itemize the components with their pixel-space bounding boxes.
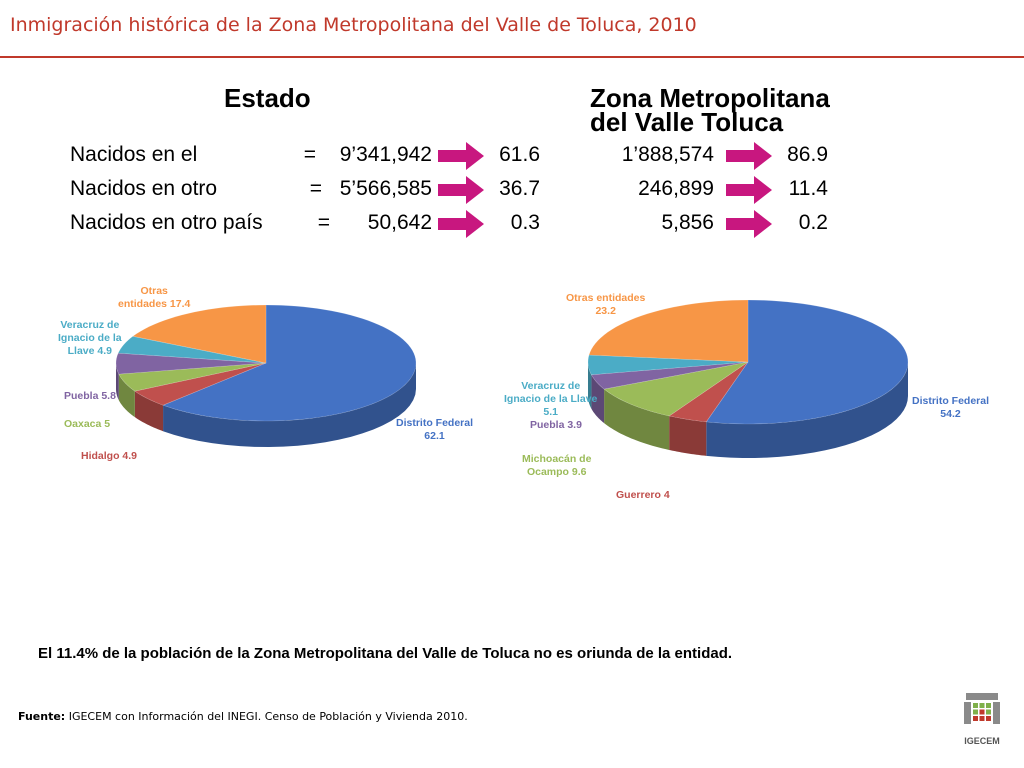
pie-slice-side — [134, 391, 164, 432]
source-label: Fuente: — [18, 710, 66, 723]
pie-label-line: 54.2 — [940, 408, 961, 420]
pie-label: Hidalgo 4.9 — [81, 450, 137, 463]
pie-chart-zona — [587, 299, 909, 458]
pie-slice-side — [116, 363, 119, 401]
pie-slice — [115, 352, 267, 375]
pie-label: Veracruz de Ignacio de la Llave 4.9 — [58, 319, 122, 358]
source-note: Fuente: IGECEM con Información del INEGI… — [18, 710, 468, 723]
pie-label: Distrito Federal 62.1 — [396, 417, 473, 443]
row-zona-value: 246,899 — [638, 177, 714, 200]
row-zona-value: 1’888,574 — [621, 143, 714, 166]
page-title: Inmigración histórica de la Zona Metropo… — [10, 14, 697, 36]
row-zona-pct: 0.2 — [798, 211, 828, 234]
row-equals: = — [303, 143, 316, 166]
right-arrow-icon — [726, 210, 772, 238]
row-zona-value: 5,856 — [661, 211, 714, 234]
pie-label-line: Distrito Federal — [912, 395, 990, 407]
title-divider — [0, 56, 1024, 58]
pie-label: Michoacán de Ocampo 9.6 — [522, 453, 591, 479]
pie-slice-side — [669, 415, 707, 456]
right-arrow-icon — [726, 142, 772, 170]
pie-slice-side — [604, 389, 670, 450]
pie-slice-side — [163, 363, 416, 447]
pie-label: Puebla 5.8 — [64, 390, 116, 403]
row-zona-pct: 86.9 — [787, 143, 828, 166]
pie-slice — [590, 361, 749, 390]
pie-label-line: 62.1 — [424, 430, 445, 442]
row-estado-value: 9’341,942 — [339, 143, 432, 166]
row-estado-pct: 0.3 — [510, 211, 540, 234]
pie-label: Distrito Federal 54.2 — [912, 395, 989, 421]
column-header-zona: Zona Metropolitana del Valle Toluca — [590, 83, 830, 137]
pie-slice — [132, 304, 267, 364]
row-estado-value: 50,642 — [367, 211, 432, 234]
column-header-estado: Estado — [224, 83, 311, 113]
pie-label: Guerrero 4 — [616, 489, 670, 502]
pie-label-line: Guerrero 4 — [616, 489, 670, 501]
pie-label-line: Otras — [140, 285, 168, 297]
pie-label: Puebla 3.9 — [530, 419, 582, 432]
pie-label-line: Puebla 3.9 — [530, 419, 582, 431]
pie-slice-side — [588, 362, 592, 409]
pie-slice — [117, 335, 267, 364]
row-estado-value: 5’566,585 — [339, 177, 432, 200]
pie-slice — [705, 299, 909, 425]
pie-label: Oaxaca 5 — [64, 418, 110, 431]
conclusion-text: El 11.4% de la población de la Zona Metr… — [38, 645, 733, 662]
pie-label-line: Hidalgo 4.9 — [81, 450, 138, 462]
column-header-zona-line1: Zona Metropolitana — [590, 83, 830, 113]
pie-slice-side — [118, 374, 135, 418]
pie-slice — [603, 361, 749, 417]
pie-label-line: entidades 17.4 — [118, 298, 191, 310]
pie-slice-side — [591, 374, 605, 424]
right-arrow-icon — [438, 142, 484, 170]
pie-label-line: Ocampo 9.6 — [526, 466, 587, 478]
pie-label-line: Veracruz de — [60, 319, 120, 331]
row-equals: = — [309, 177, 322, 200]
pie-chart-estado — [115, 304, 417, 447]
pie-slice — [162, 304, 417, 422]
right-arrow-icon — [726, 176, 772, 204]
pie-label-line: Distrito Federal — [396, 417, 474, 429]
pie-slice — [588, 299, 749, 363]
row-label: Nacidos en otro país — [70, 211, 263, 234]
row-label: Nacidos en el — [70, 143, 198, 166]
row-estado-pct: 61.6 — [499, 143, 540, 166]
pie-slice — [118, 362, 267, 392]
row-equals: = — [317, 211, 330, 234]
pie-label-line: Oaxaca 5 — [64, 418, 111, 430]
right-arrow-icon — [438, 210, 484, 238]
pie-label-line: Llave 4.9 — [67, 345, 112, 357]
logo-text: IGECEM — [964, 736, 1000, 746]
pie-slice-side — [706, 362, 908, 458]
column-header-zona-line2: del Valle Toluca — [590, 107, 784, 137]
right-arrow-icon — [438, 176, 484, 204]
pie-label-line: 23.2 — [595, 305, 616, 317]
row-estado-pct: 36.7 — [499, 177, 540, 200]
pie-label-line: Ignacio de la Llave — [504, 393, 598, 405]
pie-slice — [587, 354, 749, 376]
row-zona-pct: 11.4 — [788, 177, 828, 200]
source-text: IGECEM con Información del INEGI. Censo … — [65, 710, 468, 723]
pie-slice — [668, 361, 749, 423]
pie-label-line: Puebla 5.8 — [64, 390, 116, 402]
pie-label-line: Veracruz de — [521, 380, 581, 392]
pie-label-line: Ignacio de la — [58, 332, 122, 344]
igecem-logo — [964, 693, 1000, 724]
pie-slice — [134, 362, 267, 406]
pie-label: Veracruz de Ignacio de la Llave 5.1 — [504, 380, 597, 419]
pie-label-line: 5.1 — [543, 406, 558, 418]
pie-label-line: Otras entidades — [566, 292, 646, 304]
pie-label-line: Michoacán de — [522, 453, 592, 465]
pie-label: Otras entidades 17.4 — [118, 285, 190, 311]
pie-label: Otras entidades 23.2 — [566, 292, 645, 318]
row-label: Nacidos en otro — [70, 177, 218, 200]
